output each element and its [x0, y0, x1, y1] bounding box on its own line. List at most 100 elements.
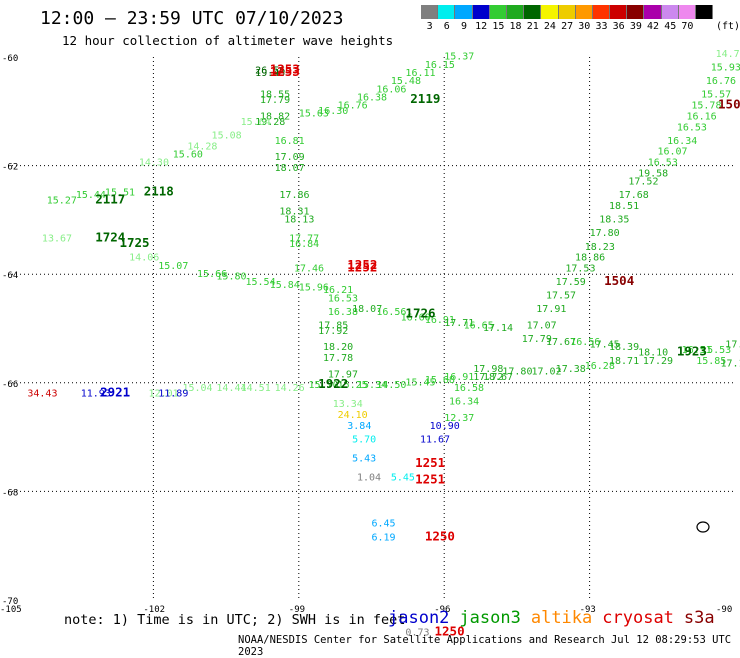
wave-height-label: 11.67 [420, 435, 450, 446]
wave-height-label: 18.23 [585, 242, 615, 253]
wave-height-label: 16.65 [464, 321, 494, 332]
legend-swatch [455, 5, 473, 19]
legend-swatch [592, 5, 611, 19]
wave-height-label: 15.93 [711, 63, 740, 74]
satellite-legend: jason2 jason3 altika cryosat s3a [388, 608, 715, 628]
time-label: 1253 [270, 64, 300, 79]
lat-tick-label: -68 [2, 488, 18, 498]
wave-height-label: 16.84 [289, 239, 319, 250]
lat-tick-label: -62 [2, 163, 18, 173]
legend-label: 30 [578, 21, 591, 32]
footer: NOAA/NESDIS Center for Satellite Applica… [238, 634, 732, 658]
wave-height-label: 17.02 [531, 367, 561, 378]
wave-height-label: 17.29 [643, 356, 673, 367]
legend-swatch [575, 5, 593, 19]
wave-height-label: 15.63 [299, 109, 329, 120]
wave-height-label: 18.71 [609, 356, 639, 367]
wave-height-label: 14.30 [139, 158, 169, 169]
wave-height-label: 15.66 [197, 269, 227, 280]
wave-height-label: 18.51 [609, 201, 639, 212]
wave-height-label: 18.07 [352, 304, 382, 315]
wave-height-label: 15.34 [357, 380, 387, 391]
wave-height-label: 15.78 [691, 101, 721, 112]
wave-height-label: 17.15 [720, 359, 740, 370]
wave-height-label: 15.53 [701, 345, 731, 356]
wave-height-label: 15.48 [391, 76, 421, 87]
wave-height-label: 14.44 [216, 383, 246, 394]
lon-tick-label: -105 [0, 605, 22, 615]
wave-height-label: 16.38 [357, 92, 387, 103]
lon-tick-label: -102 [143, 605, 165, 615]
wave-height-label: 15.80 [216, 272, 246, 283]
time-label: 2118 [144, 183, 174, 198]
wave-height-label: 18.67 [483, 372, 513, 383]
wave-height-label: 17.79 [725, 340, 740, 351]
time-label: 1725 [119, 235, 149, 250]
legend-label: 15 [492, 21, 505, 32]
wave-height-label: 16.58 [454, 383, 484, 394]
wave-height-label: 18.31 [279, 206, 309, 217]
legend-swatch [558, 5, 576, 19]
wave-height-label: 13.67 [42, 234, 72, 245]
lon-tick-label: -96 [434, 605, 450, 615]
legend-swatch [421, 5, 439, 19]
wave-height-label: 13.34 [333, 399, 363, 410]
wave-height-label: 17.98 [473, 364, 503, 375]
wave-height-label: 18.35 [599, 215, 629, 226]
wave-height-label: 17.45 [590, 340, 620, 351]
wave-height-label: 15.96 [299, 282, 329, 293]
wave-height-label: 16.91 [444, 372, 474, 383]
time-label: 1922 [318, 376, 348, 391]
legend-unit: (ft) [716, 21, 740, 32]
wave-height-label: 17.80 [590, 228, 620, 239]
wave-height-label: 15.84 [270, 280, 300, 291]
time-label: 1252 [347, 259, 377, 274]
time-label: 1250 [435, 623, 465, 638]
wave-height-label: 18.20 [323, 342, 353, 353]
wave-height-label: 0.73 [405, 627, 429, 638]
wave-height-label: 17.53 [565, 263, 595, 274]
wave-height-label: 16.34 [667, 136, 697, 147]
wave-height-label: 15.27 [47, 196, 77, 207]
legend-swatch [524, 5, 542, 19]
wave-height-label: 15.60 [173, 149, 203, 160]
satellite-s3a: s3a [683, 608, 715, 628]
wave-height-label: 15.51 [105, 187, 135, 198]
legend-swatch [696, 5, 714, 19]
wave-height-label: 17.09 [275, 152, 305, 163]
wave-height-label: 6.45 [372, 519, 396, 530]
wave-height-label: 16.76 [338, 101, 368, 112]
legend-swatch [610, 5, 628, 19]
wave-height-label: 16.16 [687, 111, 717, 122]
wave-height-label: 6.19 [372, 532, 396, 543]
wave-height-label: 18.10 [638, 348, 668, 359]
wave-height-label: 17.79 [522, 334, 552, 345]
wave-height-label: 17.97 [328, 369, 358, 380]
wave-height-label: 15.85 [696, 356, 726, 367]
wave-height-label: 16.76 [706, 76, 736, 87]
wave-height-label: 15.45 [405, 378, 435, 389]
wave-height-label: 15.25 [338, 380, 368, 391]
wave-height-label: 17.46 [294, 263, 324, 274]
wave-height-label: 14.06 [129, 253, 159, 264]
wave-height-label: 5.43 [352, 454, 376, 465]
island-outline [696, 521, 710, 533]
wave-height-label: 5.70 [352, 435, 376, 446]
wave-height-label: 1.04 [357, 473, 381, 484]
lat-tick-label: -60 [2, 54, 18, 64]
legend-swatch [438, 5, 456, 19]
wave-height-label: 17.77 [289, 234, 319, 245]
time-label: 1250 [425, 528, 455, 543]
wave-height-label: 18.39 [609, 342, 639, 353]
wave-height-label: 14.26 [275, 383, 305, 394]
legend-label: 36 [612, 21, 625, 32]
wave-height-label: 24.10 [338, 410, 368, 421]
wave-height-label: 16.81 [275, 136, 305, 147]
legend-label: 70 [681, 21, 694, 32]
wave-height-label: 17.80 [502, 367, 532, 378]
legend-label: 39 [629, 21, 642, 32]
lat-tick-label: -64 [2, 271, 18, 281]
legend-label: 45 [664, 21, 677, 32]
wave-height-label: 14.73 [716, 49, 740, 60]
wave-height-label: 16.56 [570, 337, 600, 348]
